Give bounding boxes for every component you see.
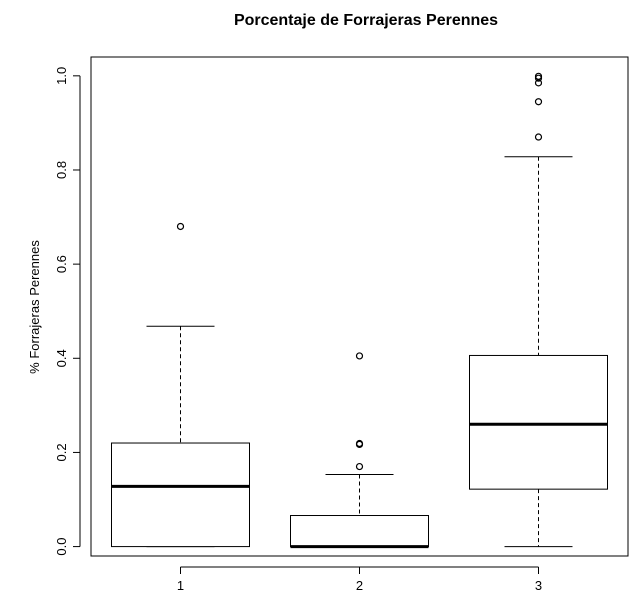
x-tick-label: 3	[535, 578, 542, 593]
box-iqr	[290, 515, 429, 548]
boxes-layer	[111, 72, 608, 549]
box-group-3	[469, 72, 608, 548]
y-tick-label: 0.0	[54, 538, 69, 556]
outlier-point	[176, 222, 185, 231]
box-iqr	[469, 354, 608, 490]
outlier-point	[534, 72, 543, 80]
y-tick-label: 0.6	[54, 255, 69, 273]
box-iqr	[111, 442, 250, 548]
box-group-2	[290, 352, 429, 549]
outlier-point	[534, 133, 543, 141]
x-tick-label: 2	[356, 578, 363, 593]
y-tick-label: 0.2	[54, 443, 69, 461]
outlier-point	[534, 98, 543, 106]
y-axis-label: % Forrajeras Perennes	[27, 240, 42, 374]
axes-layer: 0.0 0.2 0.4 0.6 0.8 1.0 1 2 3	[54, 67, 542, 593]
outlier-point	[355, 462, 364, 471]
outlier-point	[355, 439, 364, 448]
plot-frame	[90, 56, 629, 557]
box-group-1	[111, 222, 250, 548]
y-tick-label: 1.0	[54, 67, 69, 85]
y-tick-label: 0.8	[54, 161, 69, 179]
y-tick-label: 0.4	[54, 349, 69, 367]
chart-title: Porcentaje de Forrajeras Perennes	[234, 12, 498, 29]
x-tick-label: 1	[177, 578, 184, 593]
outlier-point	[355, 352, 364, 360]
